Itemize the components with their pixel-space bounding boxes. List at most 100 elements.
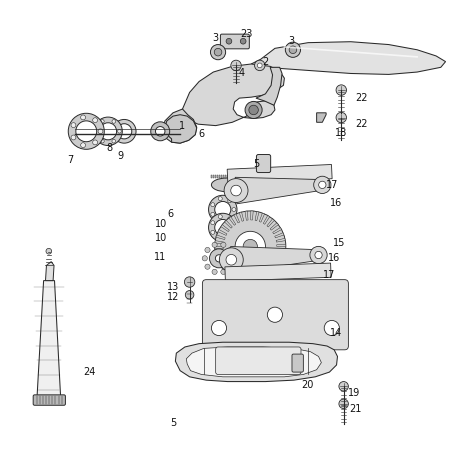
Circle shape — [209, 195, 237, 224]
Polygon shape — [230, 175, 231, 178]
Polygon shape — [259, 213, 264, 222]
Circle shape — [93, 140, 98, 145]
Circle shape — [228, 199, 232, 203]
Polygon shape — [255, 211, 259, 221]
Circle shape — [240, 38, 246, 44]
Circle shape — [151, 122, 170, 141]
Circle shape — [81, 115, 85, 120]
Circle shape — [209, 213, 237, 242]
Circle shape — [339, 399, 348, 409]
Circle shape — [81, 143, 85, 147]
Polygon shape — [251, 42, 446, 74]
Circle shape — [93, 118, 98, 123]
Polygon shape — [256, 67, 282, 105]
Circle shape — [289, 46, 297, 54]
Polygon shape — [275, 233, 284, 238]
Circle shape — [221, 242, 226, 247]
Circle shape — [228, 217, 232, 221]
Circle shape — [310, 246, 327, 264]
Polygon shape — [236, 175, 237, 178]
Text: 5: 5 — [170, 418, 176, 428]
Circle shape — [336, 112, 346, 123]
Circle shape — [315, 251, 322, 259]
Circle shape — [98, 129, 103, 134]
Circle shape — [228, 247, 233, 253]
Polygon shape — [37, 281, 61, 398]
Circle shape — [95, 129, 99, 133]
Circle shape — [336, 85, 346, 95]
Circle shape — [71, 135, 76, 140]
Text: 5: 5 — [253, 158, 259, 169]
Text: 22: 22 — [355, 119, 367, 129]
Circle shape — [211, 230, 215, 234]
Polygon shape — [273, 257, 283, 264]
Polygon shape — [263, 216, 270, 224]
Circle shape — [202, 255, 207, 261]
Circle shape — [100, 119, 104, 123]
Circle shape — [219, 197, 222, 201]
Text: 8: 8 — [106, 143, 112, 154]
Polygon shape — [215, 246, 224, 249]
Circle shape — [285, 42, 301, 57]
Circle shape — [100, 123, 117, 140]
Circle shape — [228, 216, 232, 220]
Circle shape — [211, 221, 215, 225]
Polygon shape — [235, 177, 323, 204]
Text: 4: 4 — [239, 68, 245, 79]
Circle shape — [255, 60, 265, 71]
Circle shape — [219, 248, 243, 272]
Text: 19: 19 — [348, 388, 361, 399]
Circle shape — [228, 264, 233, 269]
Polygon shape — [221, 225, 229, 232]
Circle shape — [267, 307, 283, 322]
Circle shape — [314, 176, 331, 193]
Polygon shape — [276, 249, 286, 252]
Polygon shape — [247, 273, 250, 282]
Circle shape — [112, 119, 116, 123]
Text: 1: 1 — [180, 120, 185, 131]
Polygon shape — [228, 175, 229, 178]
Circle shape — [215, 219, 231, 236]
Text: 14: 14 — [330, 328, 343, 338]
Polygon shape — [270, 223, 278, 230]
Polygon shape — [211, 175, 212, 178]
Polygon shape — [268, 265, 276, 273]
Circle shape — [211, 320, 227, 336]
Circle shape — [219, 215, 222, 219]
Polygon shape — [317, 113, 326, 122]
Polygon shape — [227, 164, 332, 183]
Circle shape — [339, 382, 348, 391]
Polygon shape — [217, 255, 226, 260]
Circle shape — [324, 320, 339, 336]
Circle shape — [118, 129, 121, 133]
Circle shape — [226, 38, 232, 44]
Circle shape — [232, 226, 236, 229]
Text: 17: 17 — [323, 270, 336, 280]
Polygon shape — [165, 115, 197, 143]
Polygon shape — [186, 347, 321, 377]
Circle shape — [214, 48, 222, 56]
Circle shape — [46, 248, 52, 254]
Polygon shape — [229, 217, 236, 225]
Ellipse shape — [211, 178, 242, 191]
Circle shape — [211, 212, 215, 216]
Polygon shape — [162, 109, 197, 143]
Polygon shape — [215, 241, 224, 244]
Polygon shape — [215, 175, 216, 178]
Polygon shape — [267, 219, 274, 227]
Polygon shape — [213, 175, 214, 178]
Circle shape — [231, 60, 241, 71]
Polygon shape — [219, 175, 220, 178]
Text: 16: 16 — [328, 253, 340, 264]
Polygon shape — [251, 211, 253, 220]
Circle shape — [228, 234, 232, 238]
Circle shape — [215, 201, 231, 218]
Text: 3: 3 — [213, 33, 219, 43]
Text: 16: 16 — [330, 198, 343, 208]
Polygon shape — [265, 268, 272, 276]
Polygon shape — [217, 175, 218, 178]
Circle shape — [238, 235, 262, 258]
Circle shape — [319, 181, 326, 189]
Circle shape — [100, 139, 104, 143]
Circle shape — [215, 211, 286, 282]
